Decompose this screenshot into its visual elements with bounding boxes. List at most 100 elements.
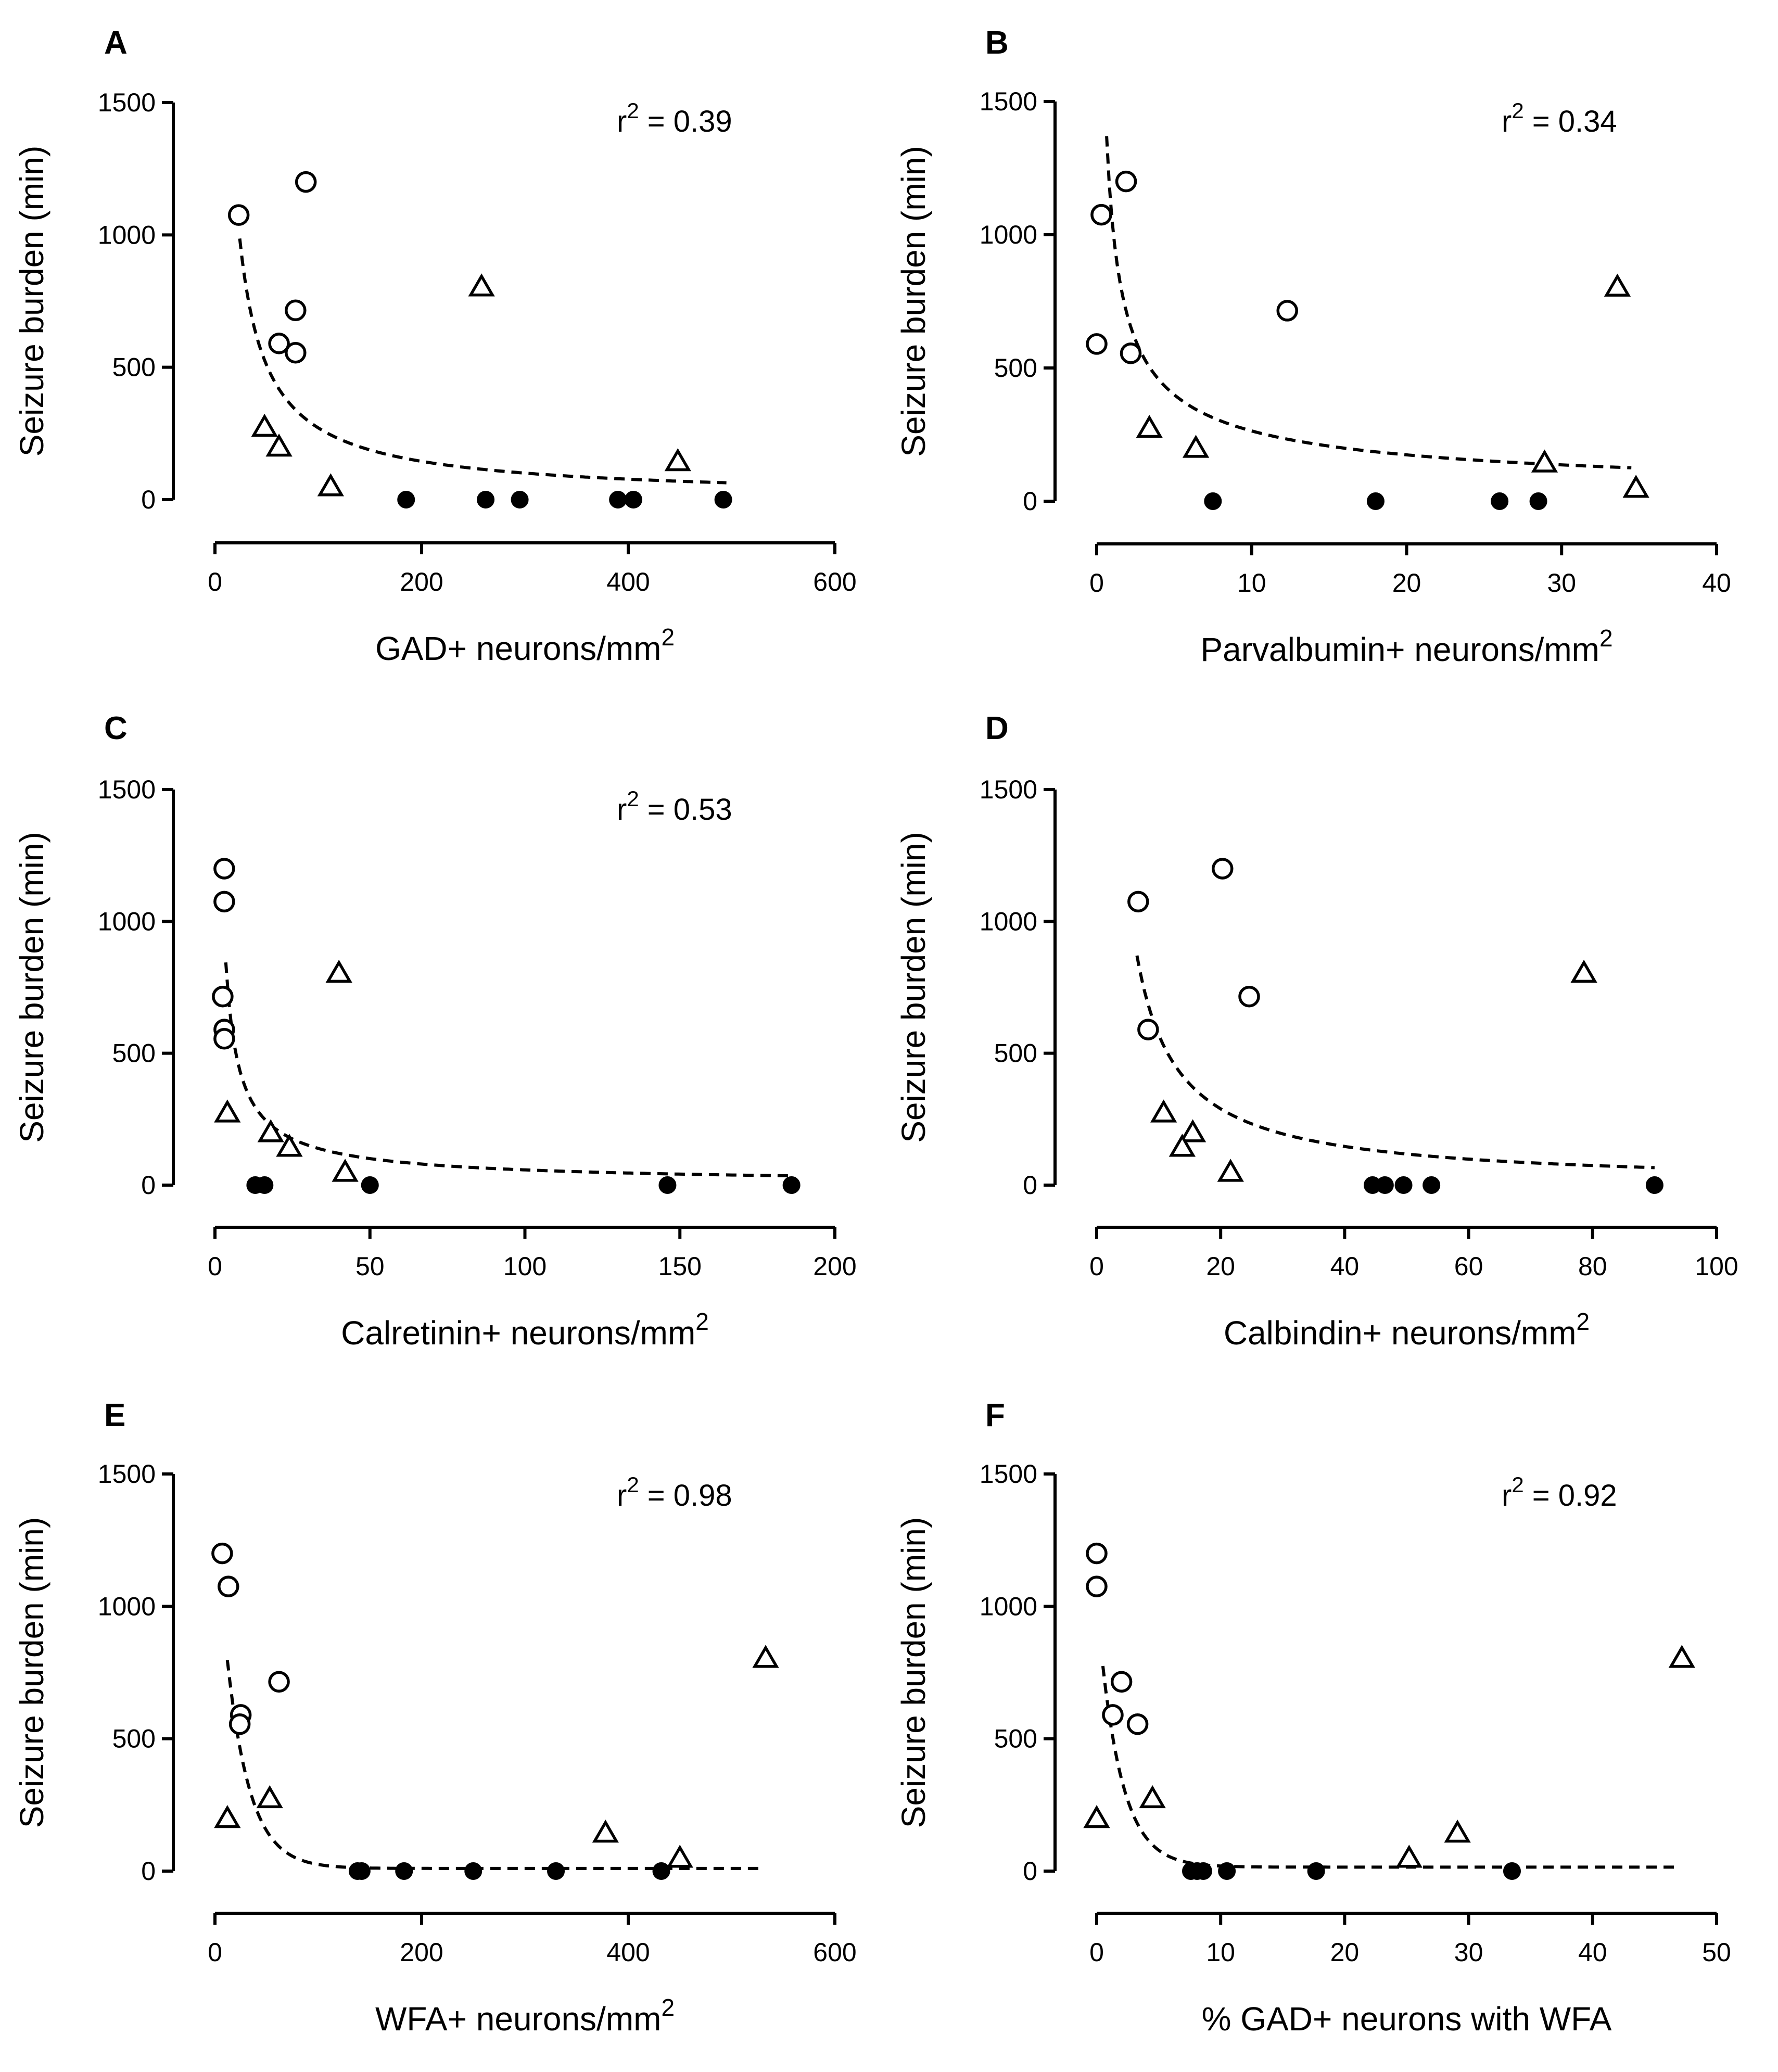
- data-point-open-circle: [212, 985, 234, 1008]
- x-tick-label: 100: [503, 1252, 547, 1281]
- data-point-triangle: [666, 1845, 693, 1868]
- data-point-filled-circle: [511, 491, 529, 509]
- fit-curve: [238, 238, 727, 485]
- data-point-open-circle: [1086, 1575, 1108, 1597]
- panel-f: F 0 500 1000 1500 0 10 20 30 40 50 Seizure burden (…: [895, 1397, 1731, 2038]
- data-point-triangle: [251, 413, 278, 437]
- panel-c: C 0 500 1000 1500 0 50 100 150 200 Seizure burden …: [13, 710, 857, 1352]
- data-point-triangle: [1622, 475, 1649, 498]
- panel-d: D 0 500 1000 1500 0 20 40 60 80 100 Seizure burden …: [895, 710, 1738, 1352]
- x-tick-label: 200: [400, 1938, 443, 1967]
- x-tick-label: 80: [1578, 1252, 1607, 1281]
- data-point-open-circle: [268, 1671, 290, 1693]
- data-point-filled-circle: [782, 1176, 801, 1194]
- data-point-triangle: [1179, 1119, 1206, 1142]
- y-axis-title: Seizure burden (min): [895, 146, 932, 457]
- y-tick-label: 1500: [980, 87, 1037, 116]
- data-point-filled-circle: [464, 1862, 482, 1880]
- x-tick-label: 400: [606, 1938, 650, 1967]
- x-tick-label: 50: [355, 1252, 385, 1281]
- data-point-triangle: [1570, 959, 1597, 983]
- y-tick-label: 1000: [98, 907, 156, 936]
- x-tick-label: 150: [658, 1252, 702, 1281]
- panel-letter: C: [104, 710, 128, 746]
- y-tick-label: 0: [1023, 1171, 1037, 1200]
- x-tick-label: 40: [1702, 568, 1731, 598]
- y-tick-label: 1500: [980, 775, 1037, 804]
- data-point-open-circle: [1115, 170, 1137, 193]
- data-point-filled-circle: [652, 1862, 670, 1880]
- data-point-open-circle: [227, 204, 250, 226]
- y-tick-label: 0: [1023, 1857, 1037, 1886]
- r-squared-label: r2 = 0.34: [1502, 98, 1617, 138]
- data-point-filled-circle: [1529, 492, 1547, 510]
- data-point-filled-circle: [624, 491, 642, 509]
- data-point-filled-circle: [609, 491, 627, 509]
- data-point-filled-circle: [1194, 1862, 1212, 1880]
- data-point-filled-circle: [1376, 1176, 1394, 1194]
- data-point-triangle: [1083, 1805, 1110, 1828]
- y-tick-label: 0: [1023, 487, 1037, 516]
- data-point-open-circle: [218, 1575, 239, 1597]
- x-tick-label: 30: [1454, 1938, 1483, 1967]
- x-axis-title: % GAD+ neurons with WFA: [1202, 2000, 1612, 2038]
- data-point-triangle: [317, 473, 344, 497]
- x-tick-label: 200: [813, 1252, 856, 1281]
- data-point-open-circle: [1276, 300, 1298, 322]
- data-point-filled-circle: [395, 1862, 413, 1880]
- data-point-triangle: [332, 1159, 359, 1182]
- x-tick-label: 600: [813, 567, 856, 596]
- panel-letter: D: [985, 710, 1009, 746]
- data-point-filled-circle: [1503, 1862, 1521, 1880]
- data-point-triangle: [1217, 1159, 1244, 1182]
- data-point-triangle: [257, 1119, 284, 1142]
- panel-e: E 0 500 1000 1500 0 200 400 600 Seizure burden (m…: [13, 1397, 857, 2038]
- data-point-filled-circle: [714, 491, 732, 509]
- data-point-open-circle: [285, 299, 307, 322]
- y-tick-label: 1000: [980, 907, 1037, 936]
- data-point-triangle: [256, 1785, 283, 1809]
- data-point-filled-circle: [477, 491, 495, 509]
- data-point-open-circle: [228, 1713, 251, 1735]
- y-tick-label: 500: [994, 1724, 1037, 1753]
- panel-a: A 0 500 1000 1500 0 200 400 600 Seizure burden (m…: [13, 25, 857, 667]
- data-point-open-circle: [295, 171, 317, 193]
- fit-curve: [1101, 1666, 1680, 1869]
- x-tick-label: 20: [1206, 1252, 1235, 1281]
- fit-curve: [224, 962, 792, 1178]
- y-tick-label: 1000: [980, 1592, 1037, 1621]
- x-tick-label: 40: [1330, 1252, 1360, 1281]
- data-point-open-circle: [1090, 204, 1112, 226]
- x-tick-label: 100: [1695, 1252, 1738, 1281]
- y-tick-label: 1500: [98, 1459, 156, 1489]
- x-tick-label: 50: [1702, 1938, 1731, 1967]
- y-axis-title: Seizure burden (min): [13, 146, 50, 457]
- data-point-filled-circle: [1491, 492, 1509, 510]
- data-point-filled-circle: [1204, 492, 1222, 510]
- data-point-filled-circle: [361, 1176, 379, 1194]
- x-axis-title: Calretinin+ neurons/mm2: [341, 1308, 709, 1352]
- y-tick-label: 1000: [980, 220, 1037, 249]
- data-point-open-circle: [1127, 891, 1149, 913]
- data-point-triangle: [1444, 1819, 1471, 1843]
- x-tick-label: 0: [1089, 568, 1104, 598]
- data-point-triangle: [664, 448, 691, 472]
- y-tick-label: 500: [994, 1039, 1037, 1068]
- data-point-open-circle: [1120, 342, 1142, 364]
- y-tick-label: 0: [141, 1857, 156, 1886]
- data-point-filled-circle: [1307, 1862, 1325, 1880]
- y-tick-label: 1000: [98, 1592, 156, 1621]
- x-tick-label: 200: [400, 567, 443, 596]
- y-axis-title: Seizure burden (min): [13, 1517, 50, 1828]
- y-tick-label: 0: [141, 1171, 156, 1200]
- x-tick-label: 20: [1330, 1938, 1360, 1967]
- y-tick-label: 0: [141, 485, 156, 514]
- x-tick-label: 40: [1578, 1938, 1607, 1967]
- data-point-open-circle: [285, 341, 307, 364]
- x-tick-label: 0: [208, 567, 222, 596]
- x-tick-label: 20: [1392, 568, 1421, 598]
- data-point-triangle: [214, 1805, 241, 1828]
- x-tick-label: 30: [1547, 568, 1576, 598]
- panel-letter: E: [104, 1397, 125, 1433]
